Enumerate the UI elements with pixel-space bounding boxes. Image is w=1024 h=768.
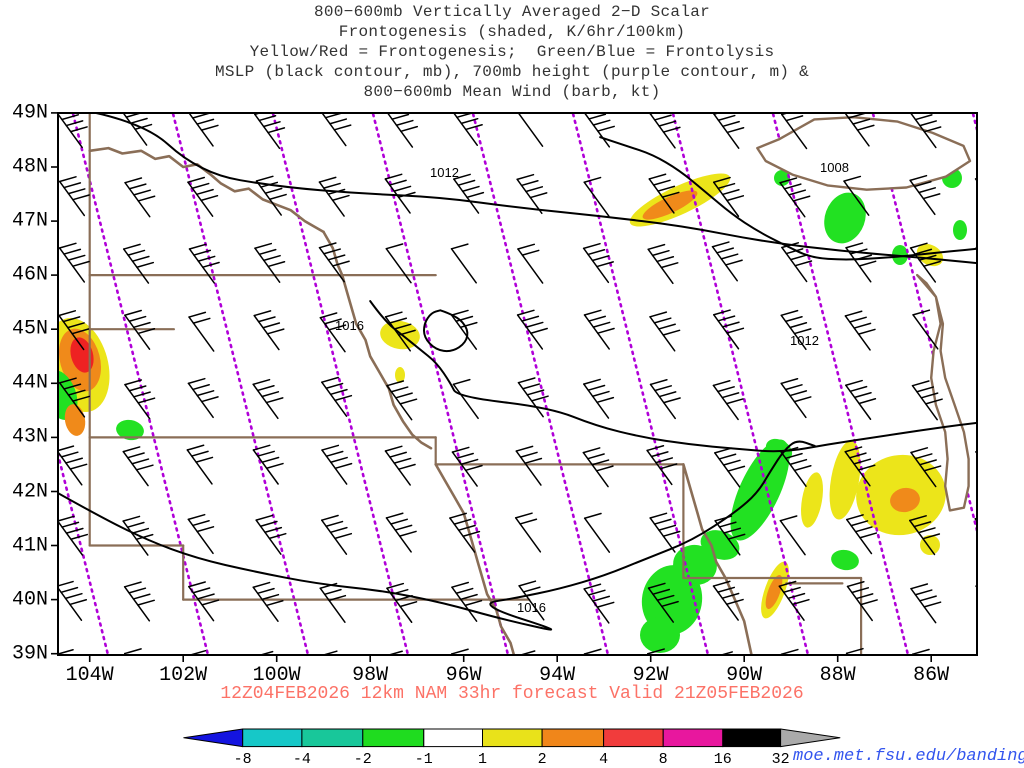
svg-text:1012: 1012 [790,333,819,348]
svg-text:1016: 1016 [335,318,364,333]
svg-text:1008: 1008 [820,160,849,175]
svg-text:1012: 1012 [430,165,459,180]
svg-text:1016: 1016 [517,600,546,615]
